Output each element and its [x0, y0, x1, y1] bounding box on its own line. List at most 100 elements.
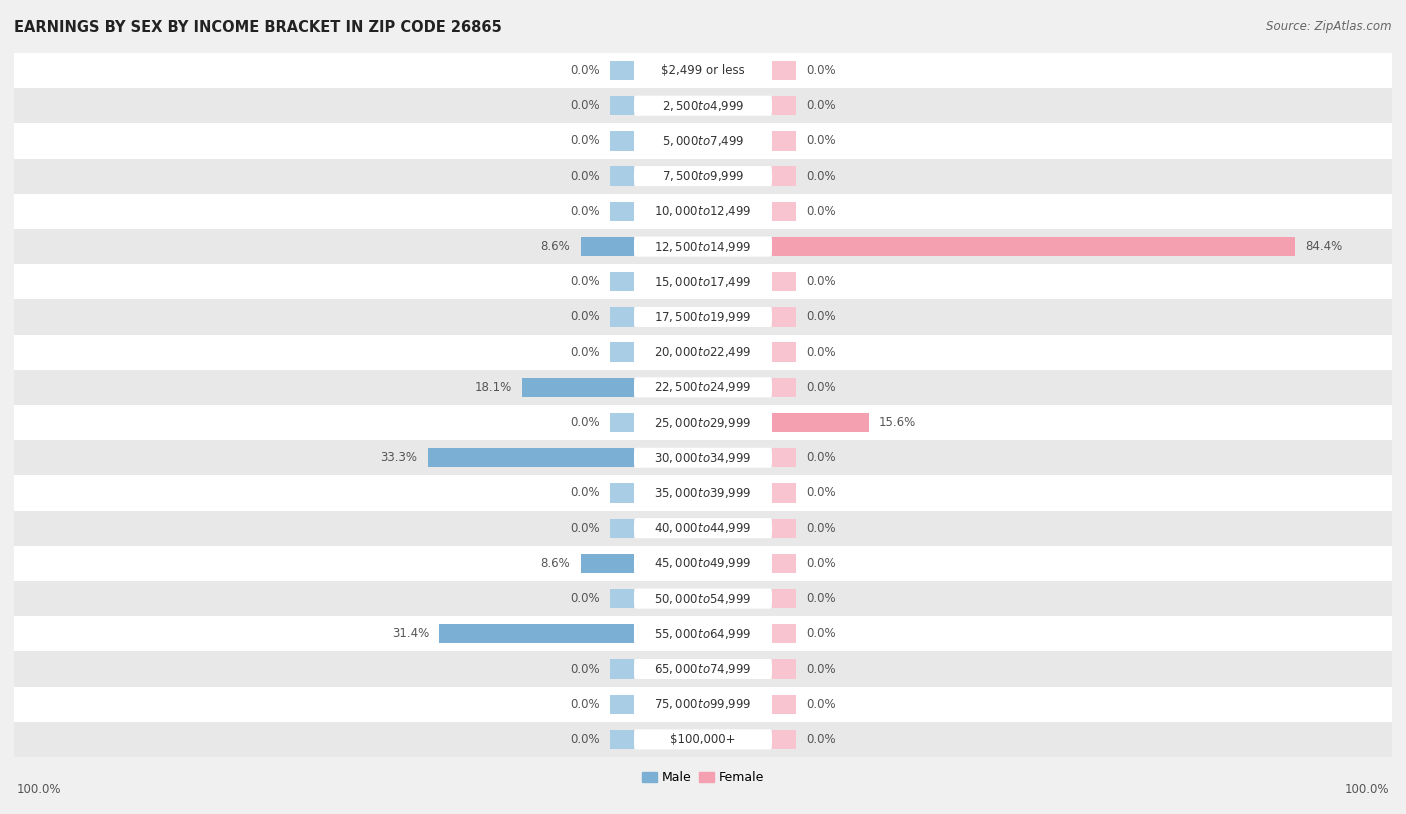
FancyBboxPatch shape [14, 53, 1392, 88]
Text: EARNINGS BY SEX BY INCOME BRACKET IN ZIP CODE 26865: EARNINGS BY SEX BY INCOME BRACKET IN ZIP… [14, 20, 502, 35]
Bar [610, 694, 634, 714]
Text: 0.0%: 0.0% [569, 522, 599, 535]
Bar [772, 519, 796, 538]
FancyBboxPatch shape [14, 545, 1392, 581]
Text: $7,500 to $9,999: $7,500 to $9,999 [662, 169, 744, 183]
Bar [772, 272, 796, 291]
Text: 0.0%: 0.0% [807, 592, 837, 605]
Text: $65,000 to $74,999: $65,000 to $74,999 [654, 662, 752, 676]
Text: $35,000 to $39,999: $35,000 to $39,999 [654, 486, 752, 500]
FancyBboxPatch shape [14, 475, 1392, 510]
FancyBboxPatch shape [14, 510, 1392, 545]
Bar [772, 484, 796, 503]
FancyBboxPatch shape [634, 378, 772, 397]
Text: 100.0%: 100.0% [17, 783, 62, 796]
Text: 33.3%: 33.3% [380, 451, 418, 464]
Bar [772, 659, 796, 679]
Text: $10,000 to $12,499: $10,000 to $12,499 [654, 204, 752, 218]
Text: $55,000 to $64,999: $55,000 to $64,999 [654, 627, 752, 641]
FancyBboxPatch shape [634, 237, 772, 256]
Bar [772, 554, 796, 573]
FancyBboxPatch shape [14, 123, 1392, 159]
Text: 0.0%: 0.0% [569, 64, 599, 77]
Text: $20,000 to $22,499: $20,000 to $22,499 [654, 345, 752, 359]
Text: 100.0%: 100.0% [1344, 783, 1389, 796]
Bar [427, 448, 634, 467]
Bar [772, 694, 796, 714]
Bar [610, 659, 634, 679]
Bar [610, 96, 634, 116]
Bar [610, 307, 634, 326]
Text: 0.0%: 0.0% [807, 275, 837, 288]
Text: 84.4%: 84.4% [1306, 240, 1343, 253]
Bar [772, 61, 796, 81]
Text: 0.0%: 0.0% [569, 416, 599, 429]
FancyBboxPatch shape [14, 581, 1392, 616]
FancyBboxPatch shape [14, 686, 1392, 722]
Bar [610, 131, 634, 151]
Text: $75,000 to $99,999: $75,000 to $99,999 [654, 698, 752, 711]
Text: 0.0%: 0.0% [807, 663, 837, 676]
FancyBboxPatch shape [14, 88, 1392, 123]
Text: 0.0%: 0.0% [807, 205, 837, 218]
Text: 8.6%: 8.6% [541, 240, 571, 253]
Text: $2,500 to $4,999: $2,500 to $4,999 [662, 98, 744, 112]
FancyBboxPatch shape [14, 616, 1392, 651]
FancyBboxPatch shape [634, 483, 772, 503]
FancyBboxPatch shape [14, 440, 1392, 475]
Bar [610, 61, 634, 81]
FancyBboxPatch shape [14, 335, 1392, 370]
FancyBboxPatch shape [14, 229, 1392, 264]
FancyBboxPatch shape [634, 201, 772, 221]
Text: Source: ZipAtlas.com: Source: ZipAtlas.com [1267, 20, 1392, 33]
Bar [610, 202, 634, 221]
Text: $100,000+: $100,000+ [671, 733, 735, 746]
Text: 0.0%: 0.0% [807, 522, 837, 535]
Text: 0.0%: 0.0% [807, 169, 837, 182]
Text: 0.0%: 0.0% [807, 628, 837, 641]
Text: 0.0%: 0.0% [807, 698, 837, 711]
Bar [772, 237, 1295, 256]
FancyBboxPatch shape [634, 659, 772, 679]
Bar [610, 272, 634, 291]
Bar [581, 237, 634, 256]
Text: 0.0%: 0.0% [569, 698, 599, 711]
Bar [772, 307, 796, 326]
Text: 0.0%: 0.0% [569, 99, 599, 112]
Text: 0.0%: 0.0% [569, 205, 599, 218]
Bar [772, 624, 796, 644]
Text: 8.6%: 8.6% [541, 557, 571, 570]
FancyBboxPatch shape [634, 272, 772, 291]
Text: $5,000 to $7,499: $5,000 to $7,499 [662, 134, 744, 148]
FancyBboxPatch shape [14, 300, 1392, 335]
Bar [440, 624, 634, 644]
Text: 0.0%: 0.0% [807, 733, 837, 746]
Text: 18.1%: 18.1% [474, 381, 512, 394]
FancyBboxPatch shape [634, 448, 772, 468]
Text: $17,500 to $19,999: $17,500 to $19,999 [654, 310, 752, 324]
Text: 0.0%: 0.0% [569, 663, 599, 676]
Text: 0.0%: 0.0% [569, 592, 599, 605]
FancyBboxPatch shape [634, 60, 772, 81]
Bar [772, 166, 796, 186]
FancyBboxPatch shape [634, 624, 772, 644]
Text: 0.0%: 0.0% [807, 99, 837, 112]
Text: 0.0%: 0.0% [569, 346, 599, 359]
Bar [772, 131, 796, 151]
Bar [581, 554, 634, 573]
Bar [610, 484, 634, 503]
FancyBboxPatch shape [634, 554, 772, 573]
FancyBboxPatch shape [634, 166, 772, 186]
Text: $25,000 to $29,999: $25,000 to $29,999 [654, 416, 752, 430]
Text: $22,500 to $24,999: $22,500 to $24,999 [654, 380, 752, 394]
Text: $15,000 to $17,499: $15,000 to $17,499 [654, 275, 752, 289]
FancyBboxPatch shape [14, 159, 1392, 194]
Text: 0.0%: 0.0% [807, 557, 837, 570]
Text: $30,000 to $34,999: $30,000 to $34,999 [654, 451, 752, 465]
Text: 31.4%: 31.4% [392, 628, 429, 641]
Bar [522, 378, 634, 397]
FancyBboxPatch shape [14, 194, 1392, 229]
Text: 0.0%: 0.0% [807, 451, 837, 464]
FancyBboxPatch shape [634, 342, 772, 362]
Bar [610, 519, 634, 538]
